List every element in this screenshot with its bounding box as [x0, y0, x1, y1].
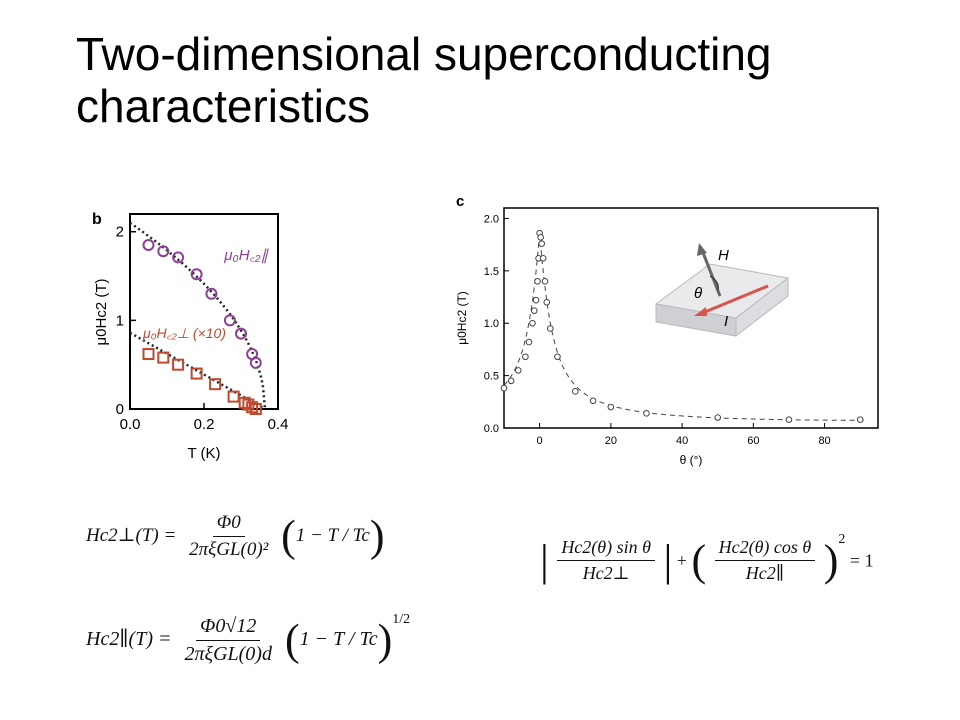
- panel-c-chart: c 0.00.51.01.52.0 0 20 40 60 80 H θ I θ (°) …: [455, 193, 879, 467]
- panel-b-ytick-label: 1: [116, 312, 124, 329]
- panel-c-point: [554, 353, 561, 361]
- panel-c-point: [547, 325, 554, 332]
- equation-tinkham: | Hc2(θ) sin θ Hc2⊥ | + ( Hc2(θ) cos θ Hc2…: [540, 532, 874, 585]
- panel-b-point-parallel: [249, 356, 262, 369]
- legend-parallel: μ₀H꜀₂∥: [223, 247, 269, 264]
- panel-c-point: [541, 278, 549, 285]
- inset-theta-label: θ: [694, 285, 702, 302]
- panel-b-point-perp: [157, 351, 170, 364]
- panel-b-label: b: [92, 211, 102, 228]
- panel-b-point-perp: [246, 401, 259, 414]
- panel-b-fit-curve-0: [129, 221, 267, 410]
- panel-c-xtick-label: 40: [676, 435, 688, 447]
- inset-h-label: H: [718, 247, 729, 264]
- panel-b-point-perp: [172, 358, 185, 371]
- eq1-denominator: 2πξGL(0)²: [189, 539, 269, 560]
- inset-i-label: I: [724, 313, 728, 330]
- panel-c-point: [643, 410, 650, 417]
- panel-c-xtick-label: 0: [537, 435, 543, 447]
- eq3-a-denominator: Hc2⊥: [582, 563, 630, 584]
- panel-c-point: [529, 319, 536, 327]
- panel-c-ytick-label: 0.0: [484, 423, 499, 435]
- panel-b-xlabel: T (K): [187, 445, 220, 462]
- panel-c-xtick-label: 80: [818, 435, 830, 447]
- panel-c-point: [514, 367, 522, 374]
- panel-c-point: [530, 307, 538, 314]
- eq2-lhs: Hc2∥(T) =: [86, 628, 172, 650]
- panel-c-point: [607, 403, 615, 411]
- panel-c-point: [500, 384, 508, 392]
- panel-c-point: [714, 414, 722, 421]
- panel-c-ytick-label: 2.0: [484, 213, 499, 225]
- eq3-rhs: = 1: [849, 550, 874, 571]
- panel-c-ytick-label: 1.0: [484, 318, 499, 330]
- panel-c-point: [539, 254, 547, 262]
- panel-b-point-perp: [209, 378, 222, 391]
- eq1-paren: 1 − T / Tc: [295, 524, 370, 546]
- current-arrow: [699, 284, 769, 316]
- panel-b-point-perp: [249, 403, 262, 415]
- panel-c-point: [537, 234, 544, 241]
- eq3-exponent: 2: [838, 532, 846, 547]
- panel-c-fit-curve: [503, 235, 868, 421]
- eq1-numerator: Φ0: [212, 512, 245, 537]
- eq3-b-denominator: Hc2∥: [745, 563, 785, 584]
- panel-b-ytick-label: 2: [116, 224, 124, 241]
- panel-b-xtick-label: 0.2: [194, 416, 215, 433]
- panel-b-chart: b 0 1 2 0.0 0.2 0.4 μ₀H꜀₂∥ μ₀H꜀₂⊥ (×10) T (K…: [92, 211, 289, 462]
- panel-c-ytick-label: 1.5: [484, 266, 499, 278]
- legend-perp: μ₀H꜀₂⊥ (×10): [142, 325, 226, 341]
- panel-b-point-parallel: [157, 245, 170, 258]
- panel-c-point: [507, 377, 515, 385]
- panel-b-xtick-label: 0.0: [120, 416, 141, 433]
- panel-c-point: [856, 416, 864, 423]
- eq3-b-numerator: Hc2(θ) cos θ: [714, 537, 816, 562]
- panel-b-point-perp: [142, 348, 155, 361]
- panel-b-point-perp: [227, 390, 240, 403]
- eq2-numerator: Φ0√12: [196, 615, 261, 641]
- slide-title: Two-dimensional superconducting characte…: [76, 28, 772, 132]
- panel-c-frame: [503, 207, 879, 429]
- panel-b-fit-curve-1: [129, 331, 266, 411]
- panel-c-label: c: [456, 193, 464, 210]
- panel-c-ylabel: μ0Hc2 (T): [455, 291, 469, 345]
- panel-c-point: [538, 240, 546, 247]
- panel-b-ytick-label: 0: [116, 401, 124, 418]
- panel-b-point-parallel: [235, 327, 247, 340]
- panel-b-point-parallel: [142, 239, 155, 252]
- panel-b-point-perp: [190, 367, 203, 380]
- panel-b-point-parallel: [205, 287, 218, 300]
- panel-b-point-parallel: [172, 251, 185, 264]
- eq3-a-numerator: Hc2(θ) sin θ: [557, 537, 655, 562]
- panel-c-point: [543, 298, 551, 306]
- panel-c-point: [534, 278, 541, 285]
- field-arrow: [700, 249, 722, 297]
- panel-b-ylabel: μ0Hc2 (T): [93, 279, 110, 346]
- panel-c-xtick-label: 20: [605, 435, 617, 447]
- inset-schematic: H θ I: [654, 243, 790, 338]
- panel-b-point-parallel: [223, 314, 236, 327]
- panel-c-xlabel: θ (°): [680, 453, 703, 467]
- panel-b-point-parallel: [190, 268, 203, 281]
- panel-c-point: [532, 296, 540, 304]
- panel-c-point: [522, 353, 529, 361]
- panel-c-point: [785, 416, 793, 423]
- eq2-paren: 1 − T / Tc: [299, 628, 378, 650]
- panel-c-ytick-label: 0.5: [484, 371, 499, 383]
- panel-c-point: [525, 338, 533, 346]
- equation-hc2-parallel: Hc2∥(T) = Φ0√12 2πξGL(0)d (1 − T / Tc)1/2: [86, 612, 411, 665]
- eq2-denominator: 2πξGL(0)d: [184, 642, 272, 665]
- panel-b-xtick-label: 0.4: [268, 416, 289, 433]
- equation-hc2-perp: Hc2⊥(T) = Φ0 2πξGL(0)² (1 − T / Tc): [86, 511, 385, 561]
- eq1-lhs: Hc2⊥(T) =: [86, 524, 177, 546]
- eq2-exponent: 1/2: [392, 612, 411, 627]
- panel-c-xtick-label: 60: [747, 435, 759, 447]
- panel-c-point: [571, 388, 579, 395]
- panel-c-point: [589, 397, 597, 405]
